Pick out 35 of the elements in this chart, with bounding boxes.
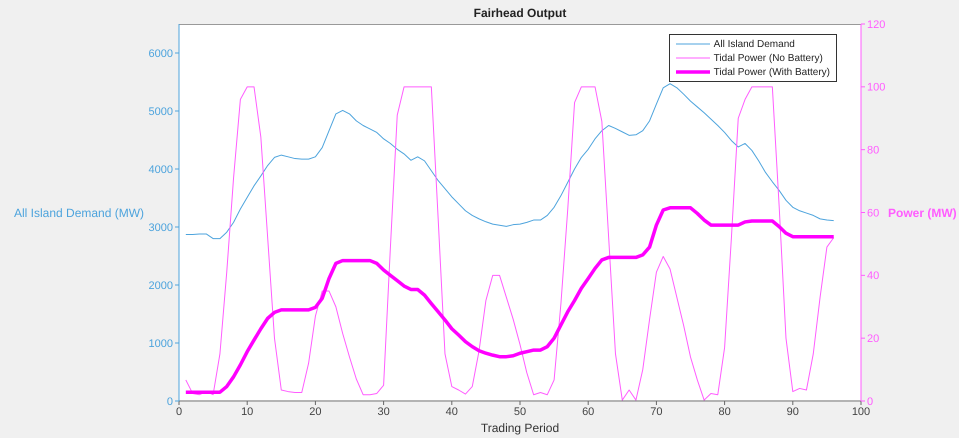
y-tick-label: 5000 <box>148 106 173 118</box>
y2-tick-label: 20 <box>867 333 880 346</box>
line-series <box>185 86 834 401</box>
y-tick-label: 6000 <box>148 48 173 60</box>
y-tick-label: 4000 <box>148 164 173 176</box>
x-tick-label: 80 <box>718 406 731 418</box>
line-series <box>184 206 836 394</box>
legend-label: Tidal Power (No Battery) <box>714 52 823 64</box>
y2-tick-label: 40 <box>867 270 880 282</box>
y2-tick-label: 120 <box>867 18 886 31</box>
x-tick-label: 20 <box>309 406 322 418</box>
y-tick-label: 3000 <box>148 222 173 234</box>
x-tick-label: 60 <box>582 406 594 418</box>
y-tick-label: 1000 <box>148 338 173 350</box>
legend-label: All Island Demand <box>714 38 795 50</box>
y2-axis-title: Power (MW) <box>888 206 957 220</box>
x-tick-label: 50 <box>514 406 526 418</box>
x-tick-label: 40 <box>446 406 458 418</box>
legend-label: Tidal Power (With Battery) <box>714 66 830 78</box>
chart-title: Fairhead Output <box>472 6 568 20</box>
x-tick-label: 70 <box>650 406 663 418</box>
x-tick-label: 30 <box>377 406 390 418</box>
y-tick-label: 0 <box>166 396 173 408</box>
x-tick-label: 10 <box>241 406 254 418</box>
y2-tick-label: 60 <box>867 207 880 220</box>
x-tick-label: 100 <box>852 406 870 418</box>
x-tick-label: 90 <box>786 406 799 418</box>
y2-tick-label: 80 <box>867 144 880 157</box>
y-tick-label: 2000 <box>148 280 173 292</box>
line-series <box>185 83 834 240</box>
y2-tick-label: 100 <box>867 82 886 94</box>
x-tick-label: 0 <box>176 406 182 418</box>
x-axis-title: Trading Period <box>480 421 560 435</box>
y2-tick-label: 0 <box>867 396 874 408</box>
y-axis-title: All Island Demand (MW) <box>14 206 144 220</box>
